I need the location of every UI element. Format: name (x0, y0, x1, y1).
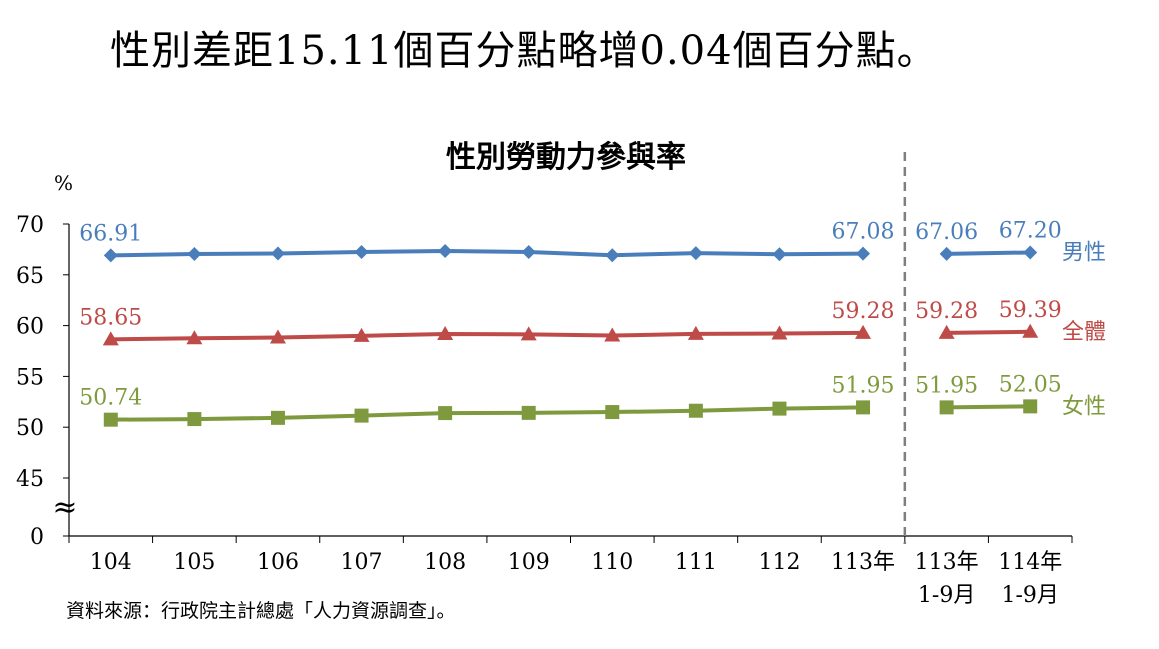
data-label: 52.05 (999, 372, 1062, 397)
x-tick-label: 108 (424, 550, 466, 575)
series-label: 女性 (1062, 394, 1106, 419)
data-point (938, 324, 955, 339)
series-line (110, 405, 864, 422)
y-tick-label: 55 (16, 365, 44, 390)
data-point (1023, 399, 1038, 414)
data-point (354, 245, 369, 260)
data-point (771, 325, 788, 340)
source-note: 資料來源：行政院主計總處「人力資源調查」。 (66, 600, 456, 622)
x-tick-label: 107 (341, 550, 383, 575)
data-point (186, 330, 203, 345)
data-point (687, 325, 704, 340)
series-line (946, 404, 1031, 410)
data-point (187, 412, 202, 427)
data-label: 50.74 (79, 386, 142, 411)
data-point (688, 403, 703, 418)
data-point (269, 329, 286, 344)
data-point (187, 246, 202, 261)
data-point (605, 405, 620, 420)
data-point (1022, 323, 1039, 338)
chart-title: 性別勞動力參與率 (446, 140, 686, 175)
x-tick-label: 114年 (998, 550, 1062, 575)
x-tick-label: 113年 (831, 550, 895, 575)
series-line (110, 330, 864, 342)
data-point (270, 246, 285, 261)
data-point (103, 412, 118, 427)
data-point (521, 245, 536, 260)
y-tick-label: 65 (16, 264, 44, 289)
x-tick-label: 1-9月 (1001, 583, 1058, 608)
headline: 性別差距15.11個百分點略增0.04個百分點。 (110, 28, 938, 74)
data-point (856, 246, 871, 261)
data-label: 59.39 (999, 298, 1062, 323)
data-point (438, 406, 453, 421)
y-tick-label: 50 (16, 416, 44, 441)
series-label: 全體 (1062, 320, 1106, 345)
data-label: 51.95 (832, 373, 895, 398)
data-point (939, 400, 954, 415)
x-tick-label: 113年 (915, 550, 979, 575)
data-point (772, 247, 787, 262)
x-tick-label: 111 (675, 550, 717, 575)
data-point (103, 248, 118, 263)
data-label: 67.06 (915, 220, 978, 245)
data-point (688, 246, 703, 261)
series-line (946, 329, 1031, 335)
data-point (521, 405, 536, 420)
data-point (1023, 245, 1038, 260)
x-tick-label: 1-9月 (918, 583, 975, 608)
series-line (946, 250, 1031, 256)
data-point (353, 327, 370, 342)
axis-break-symbol: ≈ (52, 490, 77, 525)
data-label: 59.28 (915, 299, 978, 324)
data-point (605, 248, 620, 263)
series-line (110, 249, 864, 258)
x-tick-label: 112 (758, 550, 800, 575)
y-tick-label: 70 (16, 213, 44, 238)
x-tick-label: 109 (508, 550, 550, 575)
data-point (102, 331, 119, 346)
data-point (604, 327, 621, 342)
x-tick-label: 110 (591, 550, 633, 575)
series-label: 男性 (1062, 240, 1106, 265)
data-point (855, 324, 872, 339)
x-tick-label: 105 (173, 550, 215, 575)
y-tick-label: 0 (30, 525, 44, 550)
y-tick-label: 45 (16, 467, 44, 492)
data-label: 51.95 (915, 373, 978, 398)
data-point (437, 326, 454, 341)
data-point (438, 244, 453, 259)
data-label: 58.65 (79, 305, 142, 330)
data-label: 59.28 (832, 299, 895, 324)
data-point (520, 326, 537, 341)
data-label: 67.20 (999, 218, 1062, 243)
data-label: 66.91 (79, 221, 142, 246)
data-point (939, 246, 954, 261)
x-tick-label: 106 (257, 550, 299, 575)
y-axis-unit: % (54, 171, 73, 195)
data-point (772, 401, 787, 416)
data-point (270, 410, 285, 425)
data-point (354, 408, 369, 423)
x-tick-label: 104 (90, 550, 132, 575)
data-label: 67.08 (832, 220, 895, 245)
y-tick-label: 60 (16, 315, 44, 340)
data-point (856, 400, 871, 415)
